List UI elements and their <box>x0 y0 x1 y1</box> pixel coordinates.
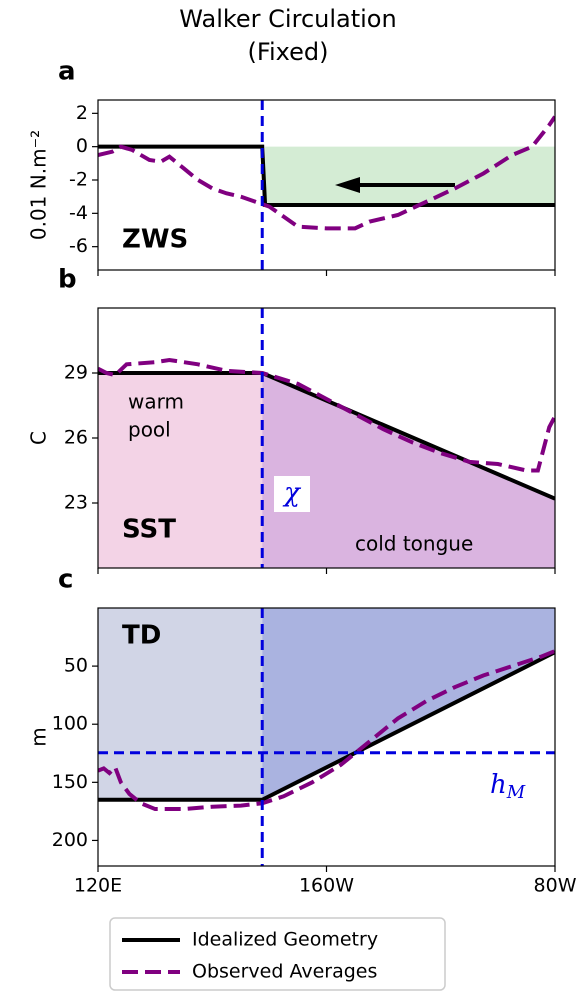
y-tick-label: 100 <box>52 713 88 735</box>
panel-label: a <box>58 57 76 87</box>
idealized-line <box>98 650 555 802</box>
x-tick-label: 120E <box>74 875 122 897</box>
shaded-region <box>262 373 555 568</box>
legend-box <box>109 917 446 991</box>
annotation: warm <box>128 390 184 414</box>
title: Walker Circulation <box>179 5 396 33</box>
chi-label: χ <box>282 478 302 508</box>
y-tick-label: -4 <box>69 202 88 224</box>
y-tick-label: 23 <box>64 492 88 514</box>
panel-label: b <box>58 265 77 295</box>
x-tick-label: 160W <box>299 875 354 897</box>
panel: 2 0 -2 -4 -6 a 0.01 N.m⁻² ZWS <box>27 57 556 276</box>
plot-area <box>98 357 555 568</box>
panel: 50 100 150 200 120E 160W 80W c m TD hM <box>27 565 577 897</box>
y-tick-label: -6 <box>69 235 88 257</box>
h-m-label: hM <box>490 770 526 803</box>
legend: Idealized Geometry Observed Averages <box>109 917 446 991</box>
shaded-region <box>98 373 263 568</box>
annotation: pool <box>128 418 171 442</box>
panel-label: c <box>58 565 73 595</box>
plot-area <box>98 115 555 231</box>
y-tick-label: 150 <box>52 771 88 793</box>
annotation: SST <box>122 515 176 545</box>
h-m-main: h <box>490 770 507 800</box>
observed-line <box>98 357 555 473</box>
annotation: ZWS <box>122 225 188 255</box>
legend-label: Observed Averages <box>192 961 377 983</box>
x-tick-label: 80W <box>534 875 577 897</box>
y-tick-label: -2 <box>69 169 88 191</box>
h-m-sub: M <box>506 782 526 803</box>
shaded-region <box>265 146 555 205</box>
y-tick-label: 26 <box>64 427 88 449</box>
y-axis-label: 0.01 N.m⁻² <box>27 130 51 240</box>
annotation: TD <box>122 621 161 651</box>
plot-area <box>98 608 555 812</box>
arrow-head <box>335 177 360 193</box>
shaded-region <box>262 608 555 800</box>
chi-box <box>274 476 310 512</box>
y-axis-label: m <box>27 727 51 746</box>
y-tick-label: 200 <box>52 829 88 851</box>
y-tick-label: 0 <box>76 135 88 157</box>
annotation: cold tongue <box>355 532 473 556</box>
y-tick-label: 50 <box>64 655 88 677</box>
y-axis-label: C <box>27 431 51 445</box>
idealized-line <box>98 144 555 207</box>
y-tick-label: 29 <box>64 362 88 384</box>
y-tick-label: 2 <box>76 102 88 124</box>
legend-label: Idealized Geometry <box>192 929 378 951</box>
observed-line <box>98 115 555 231</box>
subtitle: (Fixed) <box>248 38 329 66</box>
